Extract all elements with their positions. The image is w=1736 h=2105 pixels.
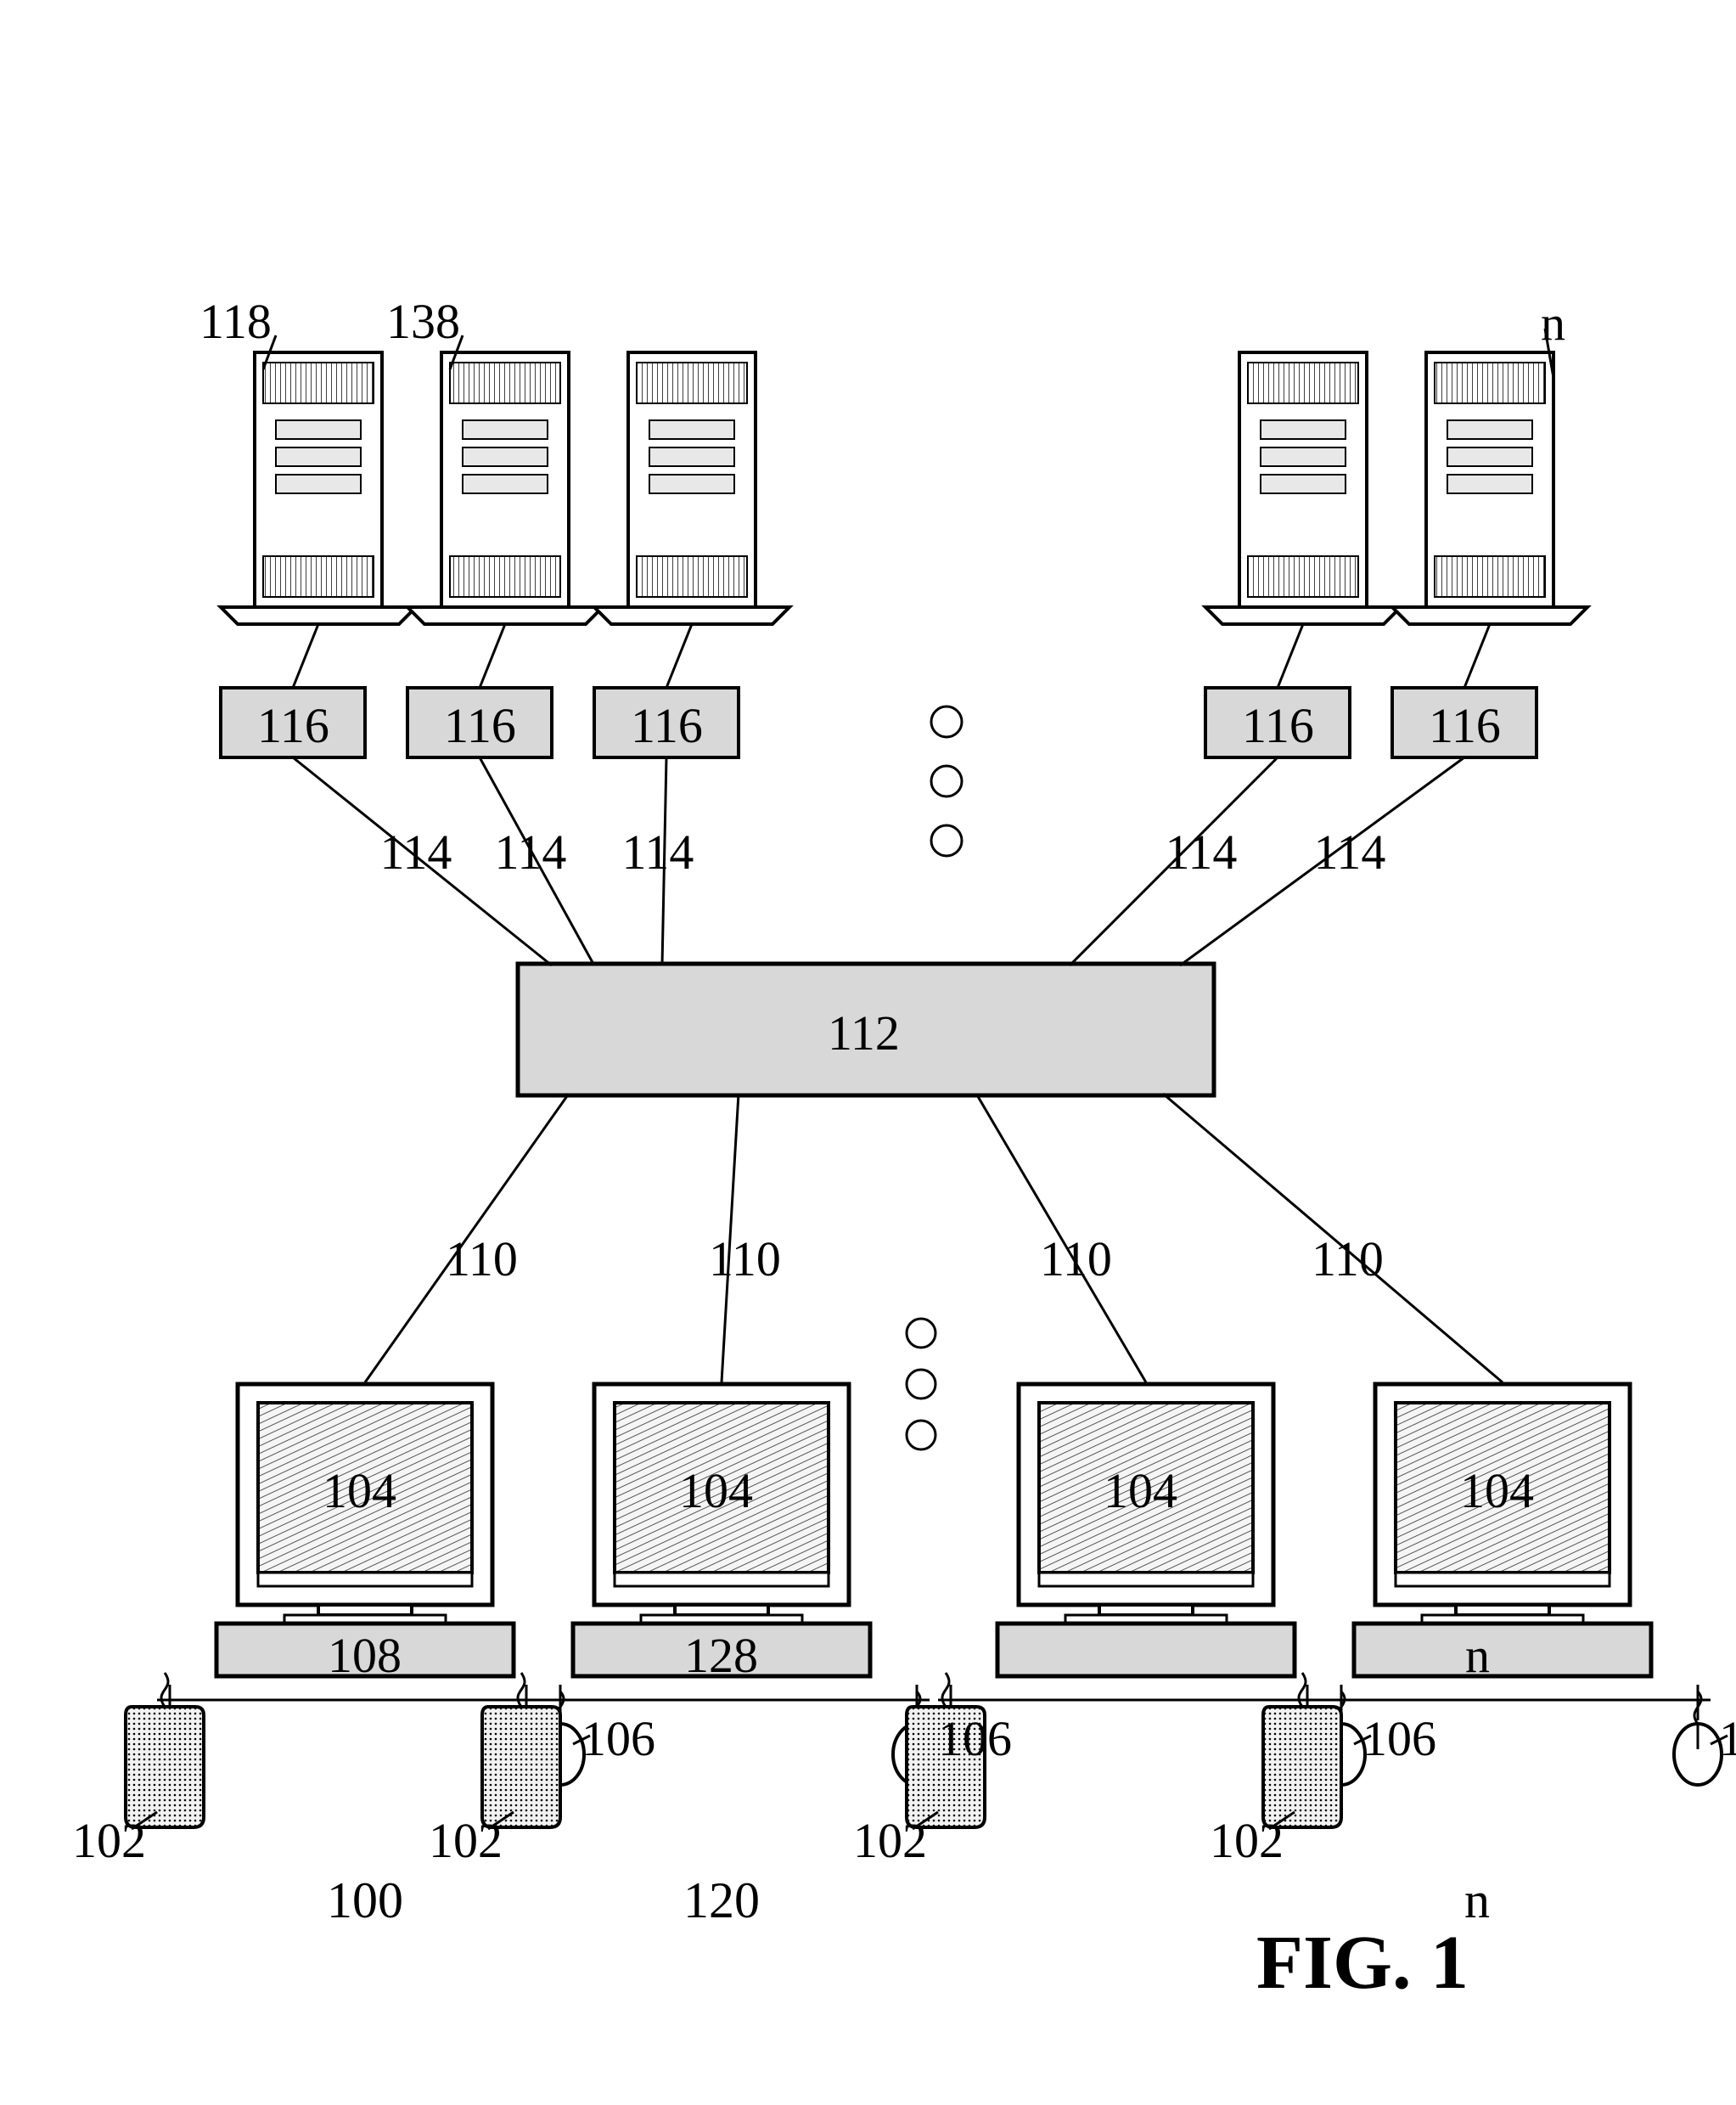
workstation-label: 100 [327,1871,403,1930]
monitor-label: 104 [323,1462,396,1519]
server-top-label: 138 [386,293,460,350]
server-top-label: 118 [199,293,272,350]
figure-label: FIG. 1 [1256,1919,1469,2007]
server-if-label: 116 [1242,697,1314,754]
ws-line-label: 110 [709,1230,781,1287]
workstation-label: 120 [683,1871,760,1930]
keyboard-label: 102 [853,1812,927,1869]
keyboard-label: 102 [1210,1812,1284,1869]
server-if-line-label: 114 [622,824,694,881]
base-label: n [1465,1627,1490,1684]
server-if-line-label: 114 [1166,824,1238,881]
ws-line-label: 110 [446,1230,518,1287]
mouse-label: 106 [1362,1710,1436,1767]
server-if-label: 116 [631,697,703,754]
server-if-line-label: 114 [495,824,567,881]
server-if-line-label: 114 [380,824,452,881]
ws-line-label: 110 [1312,1230,1384,1287]
ws-line-label: 110 [1040,1230,1112,1287]
server-if-label: 116 [257,697,329,754]
base-label: 128 [684,1627,758,1684]
keyboard-label: 102 [429,1812,503,1869]
server-if-label: 116 [444,697,516,754]
monitor-label: 104 [1104,1462,1177,1519]
mouse-label: 106 [581,1710,655,1767]
server-top-label: n [1541,295,1565,352]
switch-label: 112 [828,1005,900,1061]
server-if-label: 116 [1429,697,1501,754]
mouse-label: 106 [938,1710,1012,1767]
monitor-label: 104 [679,1462,753,1519]
base-label: 108 [328,1627,402,1684]
monitor-label: 104 [1460,1462,1534,1519]
mouse-label: 106 [1719,1710,1736,1767]
server-if-line-label: 114 [1314,824,1386,881]
workstation-label: n [1464,1871,1490,1930]
keyboard-label: 102 [72,1812,146,1869]
